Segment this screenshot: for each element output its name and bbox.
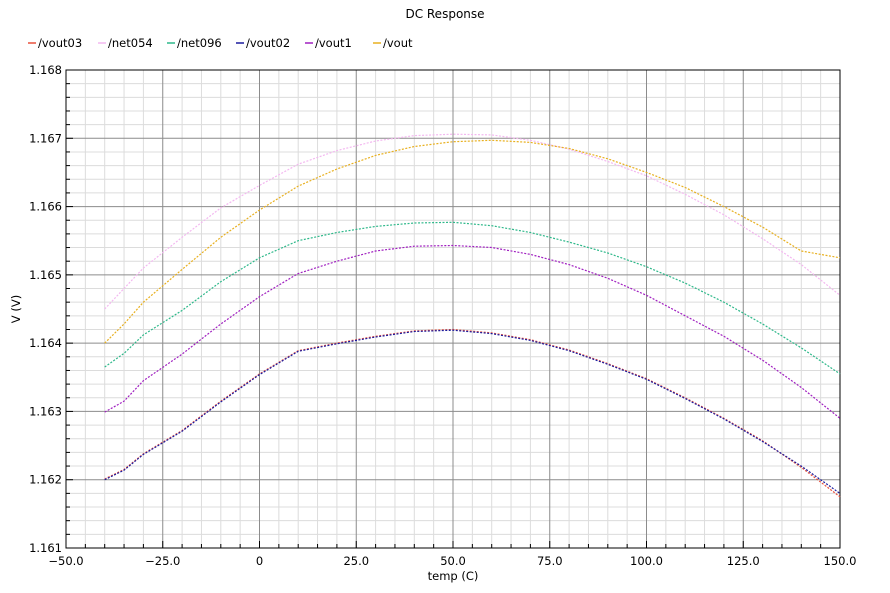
series-line-net054 <box>104 133 841 310</box>
legend-entry: /vout1 <box>315 36 352 50</box>
y-axis-ticks: 1.161 1.162 1.163 1.164 1.165 1.166 1.167 1.168 <box>29 63 73 555</box>
y-tick-label: 1.166 <box>29 200 62 214</box>
x-tick-label: 50.0 <box>440 554 466 568</box>
series-line-vout <box>104 139 841 344</box>
x-tick-label: −25.0 <box>145 554 180 568</box>
y-tick-label: 1.163 <box>29 404 62 418</box>
x-tick-label: 75.0 <box>537 554 563 568</box>
x-tick-label: 100.0 <box>630 554 663 568</box>
x-tick-label: 25.0 <box>343 554 369 568</box>
y-tick-label: 1.161 <box>29 541 62 555</box>
x-axis-ticks: −50.0 −25.0 0 25.0 50.0 75.0 100.0 125.0 150.0 <box>48 541 856 568</box>
legend-entry: /vout02 <box>246 36 290 50</box>
y-axis-label: V (V) <box>9 295 23 323</box>
legend-entry: /net054 <box>108 36 153 50</box>
legend-entry: /vout03 <box>38 36 82 50</box>
y-tick-label: 1.167 <box>29 131 62 145</box>
series-group <box>104 133 841 498</box>
x-axis-label: temp (C) <box>428 569 479 583</box>
legend-entry: /vout <box>383 36 413 50</box>
legend: /vout03/net054/net096/vout02/vout1/vout <box>28 36 413 50</box>
legend-entry: /net096 <box>177 36 222 50</box>
y-tick-label: 1.164 <box>29 336 62 350</box>
series-line-net096 <box>104 221 841 375</box>
series-line-vout02 <box>104 329 841 494</box>
x-tick-label: −50.0 <box>48 554 83 568</box>
y-tick-label: 1.168 <box>29 63 62 77</box>
y-tick-label: 1.162 <box>29 473 62 487</box>
chart-title: DC Response <box>405 7 484 21</box>
x-tick-label: 0 <box>256 554 263 568</box>
x-tick-label: 150.0 <box>824 554 857 568</box>
x-tick-label: 125.0 <box>727 554 760 568</box>
series-line-vout1 <box>104 244 841 419</box>
y-tick-label: 1.165 <box>29 268 62 282</box>
